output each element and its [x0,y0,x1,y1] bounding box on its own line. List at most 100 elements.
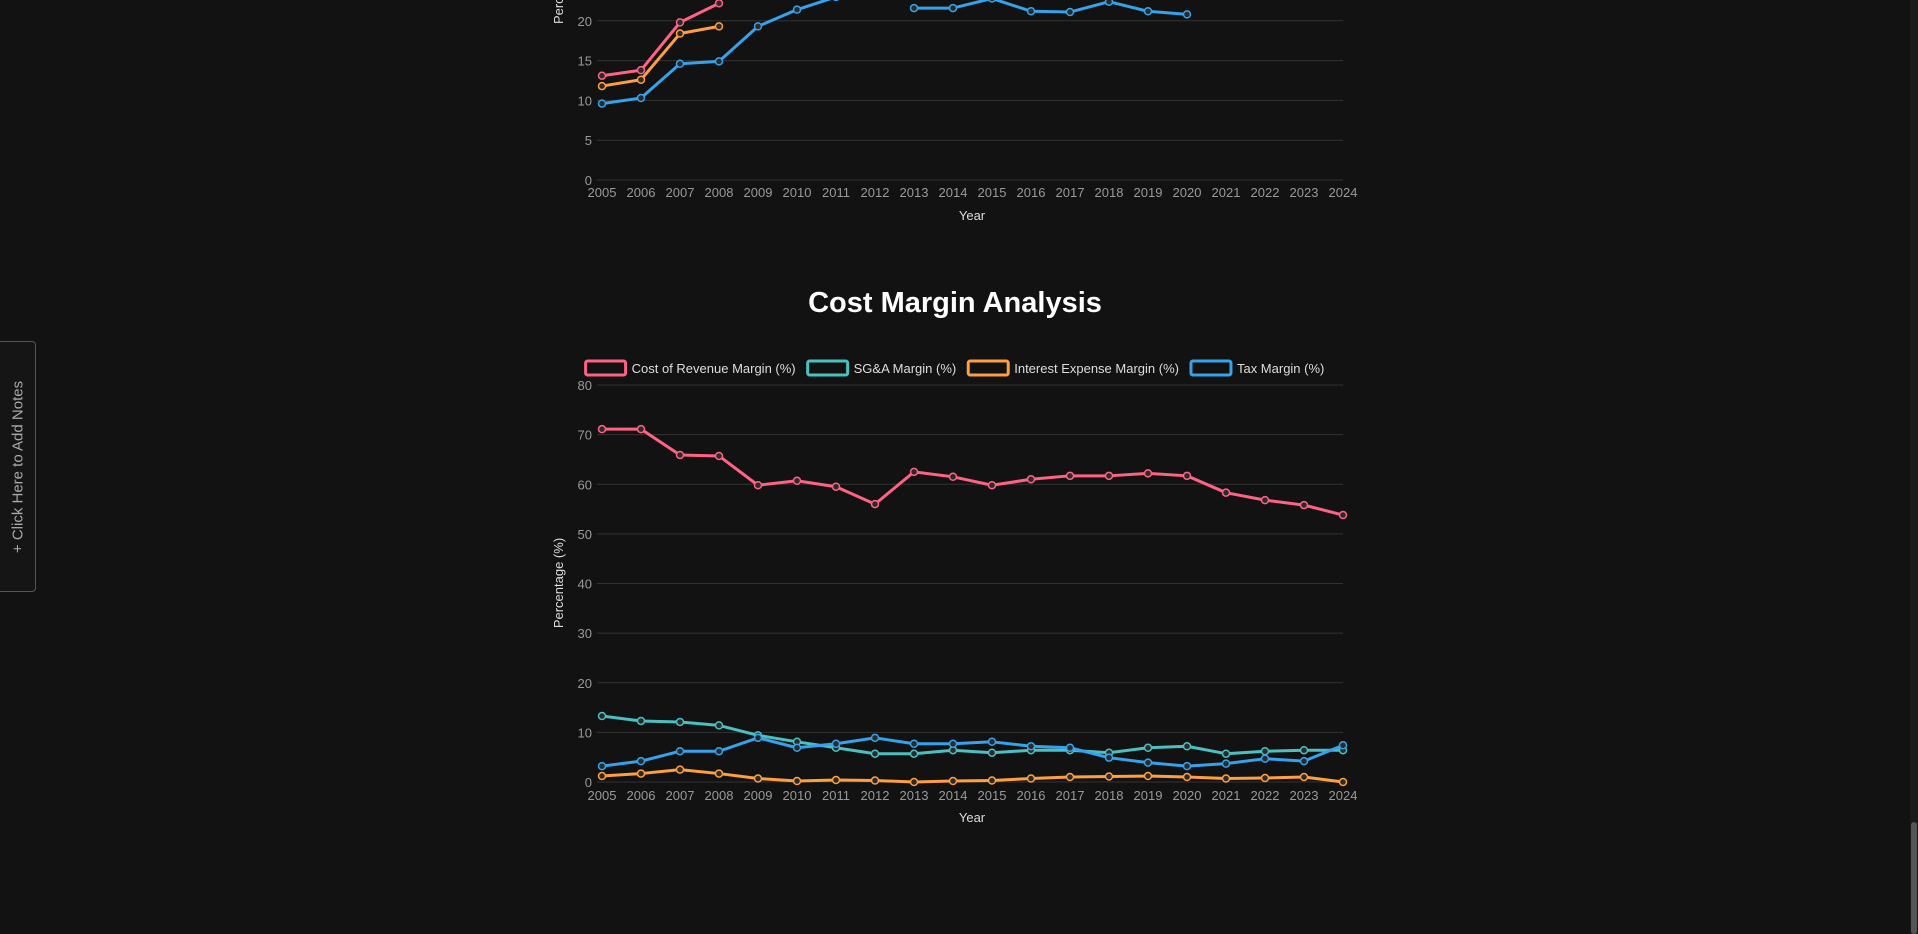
x-tick-label: 2024 [1329,185,1358,200]
data-point [1338,510,1348,520]
data-point [909,3,919,13]
data-point [1299,500,1309,510]
data-point [1143,6,1153,16]
data-point [1104,471,1114,481]
data-point [1299,745,1309,755]
chart-title: Cost Margin Analysis [808,287,1102,319]
notes-tab[interactable]: + Click Here to Add Notes [0,341,36,592]
y-tick-label: 5 [585,133,592,148]
y-tick-label: 40 [578,577,592,592]
data-point [636,93,646,103]
legend-label: Interest Expense Margin (%) [1014,361,1179,376]
legend-label: Cost of Revenue Margin (%) [632,361,796,376]
x-axis-title: Year [959,208,986,223]
data-point [675,29,685,38]
data-point [1104,0,1114,6]
y-tick-label: 30 [578,626,592,641]
data-point [597,771,607,781]
y-tick-label: 0 [585,173,592,188]
data-point [636,75,646,84]
data-point [1221,488,1231,497]
x-tick-label: 2014 [939,185,968,200]
data-point [1260,754,1270,763]
y-tick-label: 60 [578,477,592,492]
x-tick-label: 2009 [744,788,773,803]
x-tick-label: 2010 [783,788,812,803]
data-point [988,0,996,3]
data-point [597,424,607,434]
data-point [1299,756,1309,766]
series-line [601,24,720,88]
data-point [714,22,724,31]
x-tick-label: 2007 [666,788,695,803]
data-point [675,717,685,727]
data-point [909,467,919,477]
y-tick-label: 50 [578,527,592,542]
x-tick-label: 2023 [1290,185,1319,200]
scrollbar-thumb[interactable] [1911,822,1917,934]
data-point [1182,10,1192,19]
data-point [597,711,607,721]
legend-swatch [966,359,1010,377]
legend-swatch [1189,359,1233,377]
data-point [948,776,958,786]
y-tick-label: 20 [578,676,592,691]
x-tick-label: 2013 [900,788,929,803]
data-point [1182,772,1192,782]
x-axis-title: Year [959,810,986,825]
data-point [987,776,997,785]
data-point [597,761,607,771]
data-point [1104,772,1114,781]
y-axis-title: Percentage (%) [551,0,566,24]
x-tick-label: 2012 [861,185,890,200]
data-point [1143,469,1153,478]
scrollbar[interactable] [1910,0,1918,934]
x-tick-label: 2024 [1329,788,1358,803]
notes-tab-label[interactable]: + Click Here to Add Notes [9,380,26,553]
x-tick-label: 2019 [1134,788,1163,803]
data-point [870,499,880,509]
x-tick-label: 2007 [666,185,695,200]
legend-label: Tax Margin (%) [1237,361,1324,376]
data-point [831,775,841,785]
x-tick-label: 2022 [1251,185,1280,200]
data-point [1338,777,1348,787]
data-point [870,749,880,758]
data-point [1065,772,1075,782]
data-point [1026,742,1036,751]
data-point [1182,742,1192,751]
data-point [1065,743,1075,753]
x-tick-label: 2014 [939,788,968,803]
data-point [714,769,724,778]
data-point [636,716,646,726]
x-tick-label: 2019 [1134,185,1163,200]
data-point [909,749,919,758]
data-point [675,59,685,69]
data-point [636,769,646,778]
data-point [1299,772,1309,782]
x-tick-label: 2006 [627,788,656,803]
data-point [675,450,685,460]
x-tick-label: 2022 [1251,788,1280,803]
y-tick-label: 0 [585,775,592,790]
data-point [987,748,997,757]
y-tick-label: 10 [578,93,592,108]
x-tick-label: 2017 [1056,788,1085,803]
data-point [1182,761,1192,771]
data-point [1221,774,1231,783]
x-tick-label: 2018 [1095,185,1124,200]
series-line [601,714,1343,756]
y-tick-label: 20 [578,14,592,29]
data-point [597,81,607,91]
y-tick-label: 70 [578,428,592,443]
legend-swatch [806,359,850,377]
x-tick-label: 2023 [1290,788,1319,803]
x-tick-label: 2018 [1095,788,1124,803]
data-point [1026,774,1036,783]
data-point [597,71,607,80]
data-point [714,746,724,756]
data-point [714,451,724,461]
data-point [1026,475,1036,484]
legend: Cost of Revenue Margin (%) SG&A Margin (%… [584,359,1324,377]
series-line [601,768,1344,784]
